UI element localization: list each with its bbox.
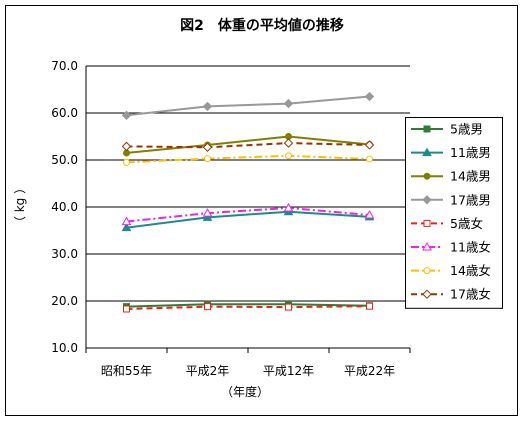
legend-swatch-marker: [423, 219, 431, 227]
legend-swatch-marker: [422, 147, 432, 157]
legend-item: 5歳女: [411, 216, 483, 231]
data-point: [123, 305, 130, 313]
data-point: [204, 303, 211, 311]
legend-swatch-marker: [423, 172, 431, 180]
data-point: [123, 158, 130, 166]
legend-label: 11歳男: [450, 145, 491, 160]
y-axis-label-text: （ kg ）: [13, 182, 27, 228]
series-line: [126, 206, 370, 223]
data-point: [366, 155, 373, 163]
data-point: [364, 91, 375, 102]
legend-label: 17歳男: [450, 192, 491, 207]
y-tick-label: 30.0: [51, 247, 78, 261]
data-point: [204, 155, 211, 163]
y-tick-label: 10.0: [51, 341, 78, 355]
legend-item: 17歳男: [411, 192, 491, 207]
data-point: [121, 110, 132, 121]
x-tick-label: 平成12年: [263, 364, 314, 378]
y-tick-label: 70.0: [51, 59, 78, 73]
series-line: [126, 303, 370, 308]
legend-item: 14歳男: [411, 169, 491, 184]
legend-label: 14歳女: [450, 263, 491, 278]
legend-item: 11歳女: [411, 240, 491, 255]
legend-swatch-marker: [423, 267, 431, 275]
series-7: [123, 152, 373, 166]
x-tick-label: 平成2年: [186, 364, 230, 378]
series-line: [126, 95, 370, 117]
series-line: [126, 142, 370, 149]
y-tick-label: 40.0: [51, 200, 78, 214]
data-point: [366, 302, 373, 310]
legend-label: 5歳女: [450, 216, 483, 231]
chart-title: 図2 体重の平均値の推移: [180, 17, 344, 34]
data-point: [285, 303, 292, 311]
x-tick-label: 昭和55年: [101, 364, 152, 378]
series-line: [126, 210, 370, 229]
series-8: [121, 138, 375, 153]
data-point: [202, 212, 213, 221]
x-axis-label: （年度）: [221, 384, 269, 399]
data-point: [121, 222, 132, 232]
data-point: [121, 141, 132, 152]
legend-item: 17歳女: [411, 287, 491, 302]
y-axis-label: （ kg ）: [13, 182, 27, 228]
legend-item: 5歳男: [411, 122, 483, 137]
data-point: [364, 209, 375, 219]
data-point: [364, 140, 375, 150]
data-point: [121, 216, 132, 226]
legend-label: 17歳女: [450, 287, 491, 302]
legend: 5歳男 11歳男 14歳男 17歳男 5歳女 11歳女 14歳女 17歳女: [405, 117, 503, 309]
data-point: [283, 202, 294, 212]
series-5: [123, 302, 373, 313]
x-tick-label: 平成22年: [344, 364, 395, 378]
legend-swatch-marker: [422, 289, 432, 299]
series-line: [126, 305, 370, 310]
data-point: [283, 98, 294, 109]
series-6: [121, 202, 375, 226]
legend-swatch-marker: [422, 195, 432, 205]
data-point: [202, 142, 213, 153]
data-point: [283, 138, 294, 148]
series-4: [121, 91, 375, 121]
legend-swatch-marker: [423, 125, 431, 133]
legend-label: 5歳男: [450, 122, 483, 137]
y-tick-label: 50.0: [51, 153, 78, 167]
legend-item: 11歳男: [411, 145, 491, 160]
legend-swatch-marker: [422, 241, 432, 251]
legend-box: [405, 117, 503, 309]
y-tick-label: 60.0: [51, 106, 78, 120]
legend-label: 14歳男: [450, 169, 491, 184]
data-point: [285, 152, 292, 160]
y-tick-label: 20.0: [51, 294, 78, 308]
data-point: [202, 208, 213, 217]
legend-item: 14歳女: [411, 263, 491, 278]
legend-label: 11歳女: [450, 240, 491, 255]
plot-area: 10.0 20.0 30.0 40.0 50.0 60.0 70.0 昭和55年 平成2年 平成1…: [51, 59, 411, 378]
data-point: [202, 101, 213, 112]
series-line: [126, 135, 370, 154]
